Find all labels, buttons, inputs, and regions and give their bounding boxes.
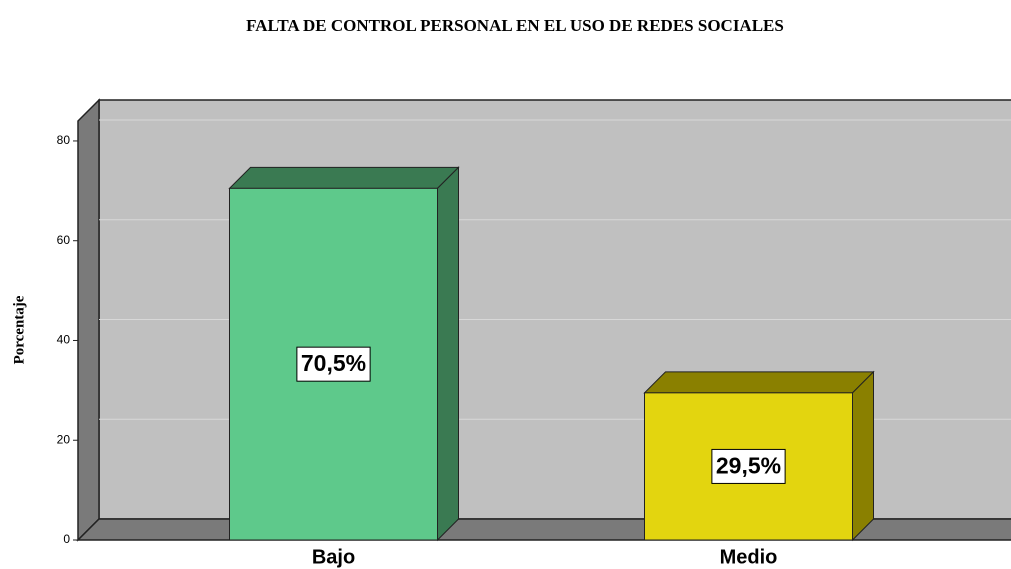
- value-label: 70,5%: [301, 350, 366, 376]
- y-tick-label: 20: [57, 432, 71, 446]
- y-tick-label: 0: [63, 532, 70, 546]
- y-axis-label: Porcentaje: [11, 295, 27, 364]
- y-tick-label: 40: [57, 333, 71, 347]
- y-tick-label: 60: [57, 233, 71, 247]
- chart-title: FALTA DE CONTROL PERSONAL EN EL USO DE R…: [246, 16, 784, 35]
- value-label-box: [711, 448, 786, 484]
- x-tick-label: Bajo: [312, 546, 355, 568]
- value-label: 29,5%: [716, 453, 781, 479]
- bar-top: [228, 166, 460, 189]
- x-tick-label: Medio: [720, 546, 778, 568]
- y-tick-label: 80: [57, 133, 71, 147]
- value-label-box: [296, 346, 371, 382]
- bar-side: [852, 370, 874, 542]
- left-wall: [77, 98, 100, 542]
- bar-top: [643, 371, 875, 394]
- bar-side: [437, 166, 459, 542]
